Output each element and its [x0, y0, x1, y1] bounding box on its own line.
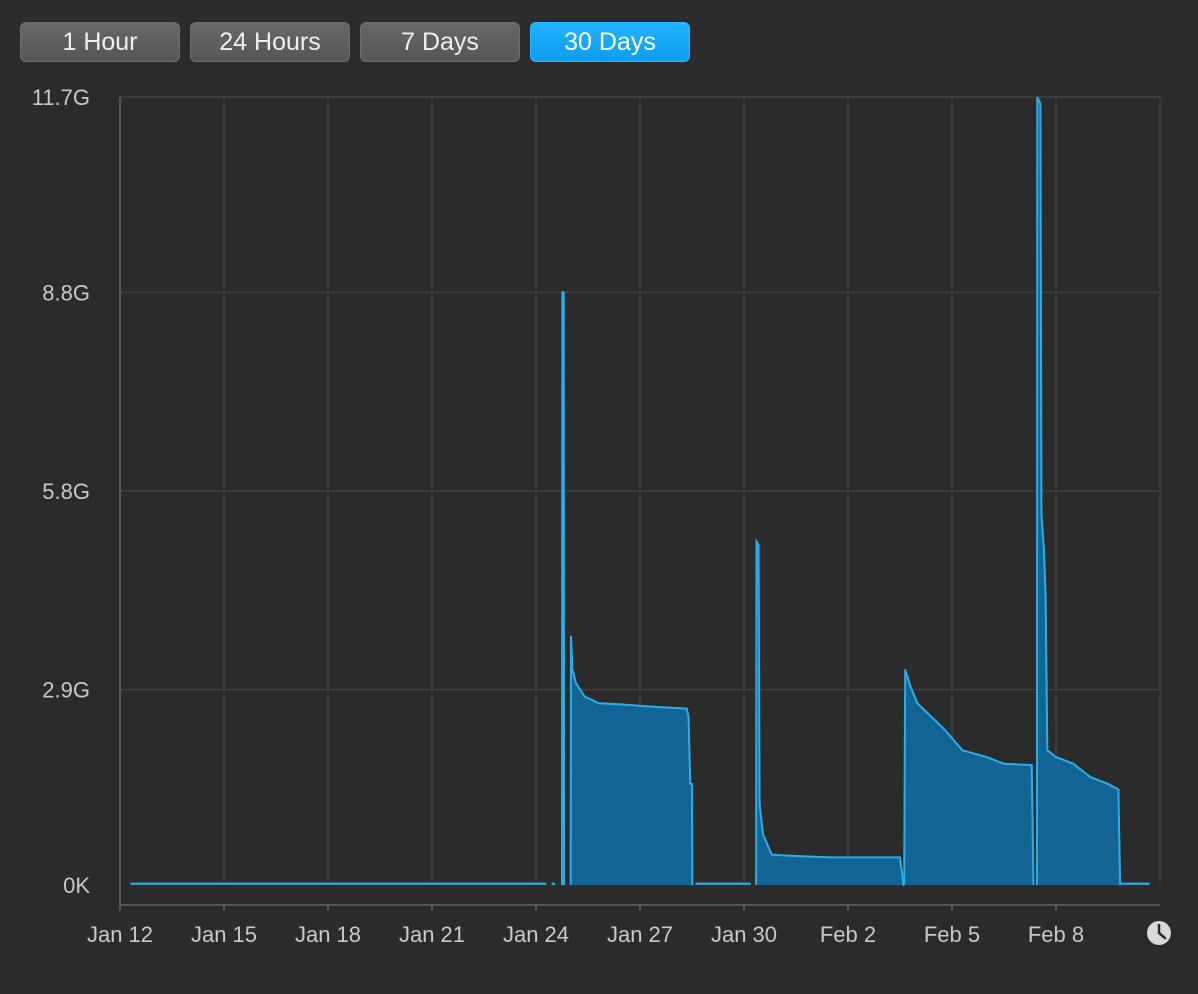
y-tick-label: 11.7G [32, 85, 90, 110]
y-tick-label: 0K [63, 873, 90, 898]
y-tick-label: 8.8G [42, 280, 90, 305]
range-button-1-hour[interactable]: 1 Hour [20, 22, 180, 62]
series-area [570, 635, 693, 885]
y-axis-ticks: 0K 2.9G 5.8G 8.8G 11.7G [32, 85, 91, 898]
x-tick-label: Jan 24 [503, 922, 569, 947]
x-tick-label: Jan 30 [711, 922, 777, 947]
chart-grid [119, 96, 1161, 911]
range-button-30-days[interactable]: 30 Days [530, 22, 690, 62]
series-line [755, 537, 905, 886]
series-area [904, 669, 1034, 885]
series-line [1035, 96, 1122, 886]
x-tick-label: Jan 12 [87, 922, 153, 947]
x-tick-label: Feb 8 [1028, 922, 1084, 947]
series-line [561, 291, 566, 886]
series-area [756, 541, 905, 885]
series-line [903, 669, 1035, 886]
range-button-24-hours[interactable]: 24 Hours [190, 22, 350, 62]
x-tick-label: Jan 18 [295, 922, 361, 947]
chart-area-series [130, 96, 1150, 886]
x-tick-label: Jan 21 [399, 922, 465, 947]
y-tick-label: 5.8G [42, 479, 90, 504]
time-range-selector: 1 Hour 24 Hours 7 Days 30 Days [20, 22, 690, 62]
series-line [569, 635, 694, 886]
x-tick-label: Feb 5 [924, 922, 980, 947]
series-area [1036, 97, 1121, 885]
range-button-7-days[interactable]: 7 Days [360, 22, 520, 62]
x-axis-ticks: Jan 12 Jan 15 Jan 18 Jan 21 Jan 24 Jan 27 Jan … [87, 922, 1084, 947]
y-tick-label: 2.9G [42, 678, 90, 703]
x-tick-label: Jan 27 [607, 922, 673, 947]
clock-icon[interactable] [1147, 921, 1171, 945]
x-tick-label: Jan 15 [191, 922, 257, 947]
x-tick-label: Feb 2 [820, 922, 876, 947]
